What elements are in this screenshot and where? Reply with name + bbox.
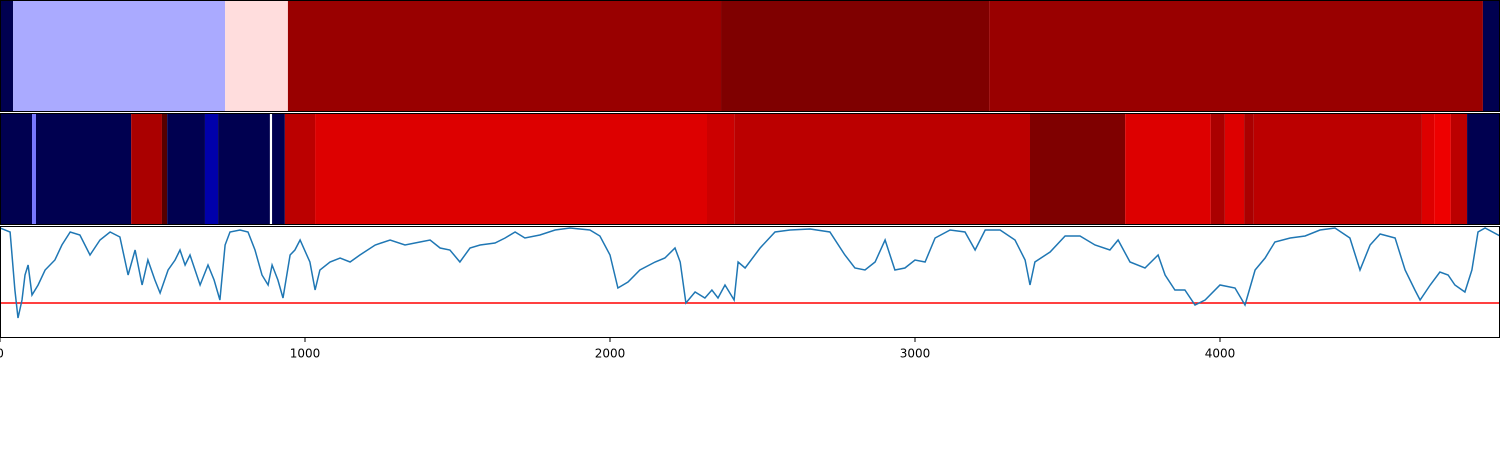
x-tick-label: 1000 — [290, 347, 321, 361]
segment — [161, 113, 168, 225]
segment — [1224, 113, 1245, 225]
segment — [35, 113, 132, 225]
segment — [1253, 113, 1422, 225]
segment — [734, 113, 1030, 225]
segment — [721, 0, 990, 112]
x-tick-label: 3000 — [900, 347, 931, 361]
segment — [1421, 113, 1435, 225]
segment — [315, 113, 707, 225]
segment — [1450, 113, 1468, 225]
segment — [13, 0, 226, 112]
data-line — [0, 227, 1500, 319]
segment — [269, 113, 273, 225]
segment — [287, 0, 722, 112]
segment — [272, 113, 285, 225]
segment — [218, 113, 270, 225]
segment — [1482, 0, 1500, 112]
segment — [167, 113, 205, 225]
segment — [1210, 113, 1225, 225]
x-tick-label: 4000 — [1205, 347, 1236, 361]
segment — [0, 113, 33, 225]
segment — [284, 113, 316, 225]
segment — [989, 0, 1483, 112]
segment — [1244, 113, 1254, 225]
segment — [131, 113, 162, 225]
segment — [204, 113, 219, 225]
segment — [225, 0, 288, 112]
segment — [1467, 113, 1500, 225]
segment — [1434, 113, 1451, 225]
segment — [32, 113, 36, 225]
segment — [706, 113, 735, 225]
x-tick-label: 0 — [0, 347, 4, 361]
segment — [1029, 113, 1126, 225]
segment — [0, 0, 14, 112]
segment — [1125, 113, 1211, 225]
x-tick-label: 2000 — [595, 347, 626, 361]
